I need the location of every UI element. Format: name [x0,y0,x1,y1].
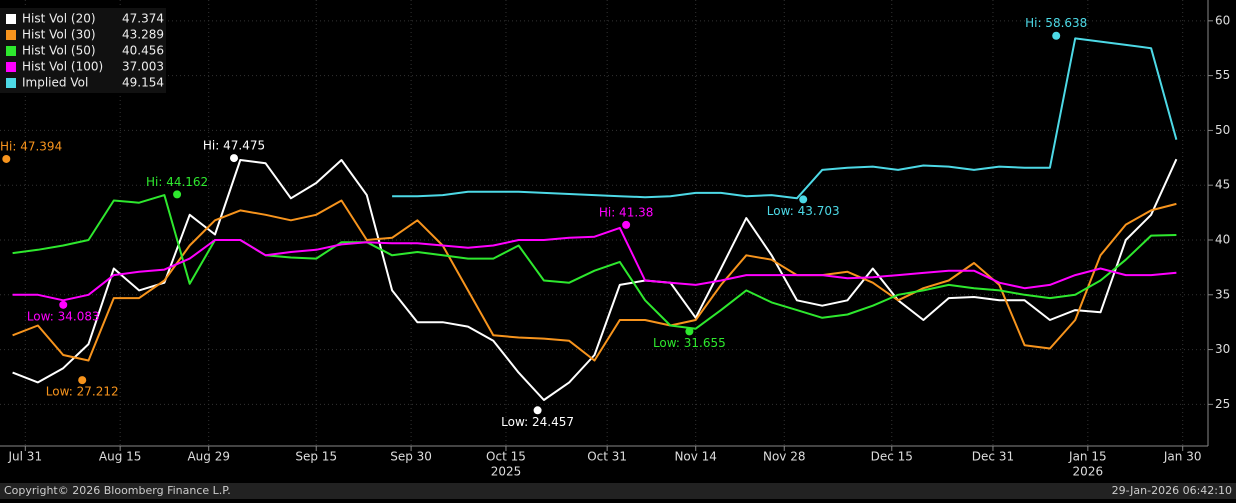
extreme-marker [173,190,182,199]
plot-area: 25 30 35 40 45 50 55 60 Jul 31 Aug 15 Aug 29 Sep 15… [0,0,1230,479]
legend-value: 47.374 [122,12,164,26]
legend-label: Hist Vol (50) [22,44,96,58]
y-tick-label: 40 [1215,232,1230,246]
legend-swatch [6,62,16,72]
x-tick-label: Jul 31 [8,450,43,464]
extreme-marker [685,327,694,336]
legend-swatch [6,14,16,24]
extreme-label: Low: 27.212 [46,385,119,399]
legend-value: 49.154 [122,76,164,90]
legend-value: 37.003 [122,60,164,74]
extreme-marker [533,406,542,415]
extreme-marker [59,300,68,309]
x-tick-label: Dec 31 [972,450,1014,464]
x-tick-label: Sep 15 [295,450,337,464]
x-tick-label: Nov 14 [674,450,717,464]
extreme-marker [799,195,808,204]
y-tick-label: 60 [1215,13,1230,27]
legend-swatch [6,78,16,88]
extreme-label: Low: 34.083 [27,309,100,323]
x-tick-label: Sep 30 [390,450,432,464]
copyright: Copyright© 2026 Bloomberg Finance L.P. [4,484,231,497]
x-tick-label: Nov 28 [763,450,806,464]
legend-swatch [6,30,16,40]
x-tick-label: Oct 15 [486,450,526,464]
x-tick-label: Dec 15 [871,450,913,464]
year-label: 2025 [491,465,522,479]
extreme-marker [230,154,239,163]
x-tick-label: Aug 29 [187,450,230,464]
legend-label: Implied Vol [22,76,88,90]
y-tick-label: 55 [1215,68,1230,82]
x-tick-label: Jan 15 [1068,450,1107,464]
footer-bar [0,483,1236,499]
y-tick-label: 45 [1215,178,1230,192]
x-tick-label: Oct 31 [587,450,627,464]
y-tick-label: 30 [1215,342,1230,356]
footer: Copyright© 2026 Bloomberg Finance L.P. 2… [4,484,1232,497]
extreme-marker [1052,31,1061,40]
legend-label: Hist Vol (100) [22,60,103,74]
legend-label: Hist Vol (20) [22,12,96,26]
extreme-marker [622,220,631,229]
extreme-marker [2,154,11,163]
legend: Hist Vol (20) 47.374 Hist Vol (30) 43.289 Hi… [0,8,166,93]
y-tick-label: 25 [1215,397,1230,411]
series-line [12,194,1177,330]
y-tick-label: 35 [1215,287,1230,301]
timestamp: 29-Jan-2026 06:42:10 [1112,484,1232,497]
y-tick-label: 50 [1215,123,1230,137]
series-line [12,226,1177,302]
x-tick-label: Aug 15 [99,450,142,464]
year-label: 2026 [1073,465,1104,479]
extreme-label: Hi: 44.162 [146,175,208,189]
extreme-label: Low: 31.655 [653,336,726,350]
x-tick-label: Jan 30 [1163,450,1202,464]
legend-label: Hist Vol (30) [22,28,96,42]
series-line [12,199,1177,362]
extreme-label: Hi: 47.475 [203,139,265,153]
extreme-label: Hi: 47.394 [0,139,62,153]
extreme-label: Low: 43.703 [767,204,840,218]
extreme-label: Low: 24.457 [501,415,574,429]
extreme-label: Hi: 58.638 [1025,16,1087,30]
extreme-label: Hi: 41.38 [599,205,654,219]
extreme-marker [78,376,87,385]
legend-swatch [6,46,16,56]
legend-box [0,8,166,93]
series-line [392,37,1178,200]
legend-value: 40.456 [122,44,164,58]
legend-value: 43.289 [122,28,164,42]
